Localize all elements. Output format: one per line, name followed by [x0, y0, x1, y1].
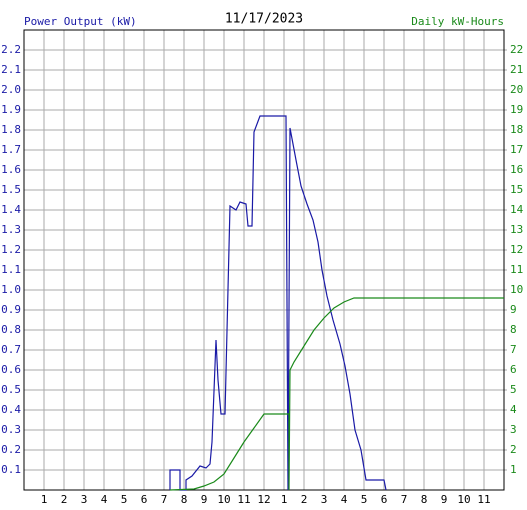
y-tick-label: 1.9	[1, 103, 21, 116]
x-tick-label: 4	[101, 493, 108, 506]
y2-tick-label: 4	[510, 403, 517, 416]
y-axis-label: Power Output (kW)	[24, 15, 137, 28]
x-tick-label: 1	[41, 493, 48, 506]
y2-tick-label: 3	[510, 423, 517, 436]
y2-tick-label: 14	[510, 203, 524, 216]
x-tick-label: 9	[201, 493, 208, 506]
y2-tick-label: 22	[510, 43, 523, 56]
x-tick-label: 6	[381, 493, 388, 506]
y2-tick-label: 9	[510, 303, 517, 316]
x-tick-label: 10	[457, 493, 470, 506]
y-tick-label: 0.8	[1, 323, 21, 336]
y2-tick-label: 6	[510, 363, 517, 376]
y2-tick-label: 5	[510, 383, 517, 396]
series-line	[169, 297, 504, 491]
x-tick-label: 8	[421, 493, 428, 506]
y-tick-label: 0.6	[1, 363, 21, 376]
x-tick-label: 12	[257, 493, 270, 506]
y-tick-label: 0.9	[1, 303, 21, 316]
y-tick-label: 1.6	[1, 163, 21, 176]
x-tick-label: 3	[81, 493, 88, 506]
y-tick-label: 1.5	[1, 183, 21, 196]
y-tick-label: 1.2	[1, 243, 21, 256]
chart-title: 11/17/2023	[225, 12, 303, 27]
y2-tick-label: 8	[510, 323, 517, 336]
y2-tick-label: 20	[510, 83, 523, 96]
y2-tick-label: 2	[510, 443, 517, 456]
y-tick-label: 2.2	[1, 43, 21, 56]
x-tick-label: 8	[181, 493, 188, 506]
x-tick-label: 3	[321, 493, 328, 506]
x-tick-label: 2	[61, 493, 68, 506]
y-tick-label: 1.8	[1, 123, 21, 136]
y2-tick-label: 7	[510, 343, 517, 356]
y-tick-label: 1.1	[1, 263, 21, 276]
y2-tick-label: 12	[510, 243, 523, 256]
y2-tick-label: 15	[510, 183, 523, 196]
y-tick-label: 0.2	[1, 443, 21, 456]
plot-border	[23, 29, 505, 491]
y2-tick-label: 11	[510, 263, 523, 276]
y-tick-label: 0.1	[1, 463, 21, 476]
y2-axis-label: Daily kW-Hours	[411, 15, 504, 28]
y-tick-label: 2.0	[1, 83, 21, 96]
y2-tick-label: 19	[510, 103, 523, 116]
y2-tick-label: 13	[510, 223, 523, 236]
x-tick-label: 11	[477, 493, 490, 506]
x-tick-label: 11	[237, 493, 250, 506]
x-tick-label: 2	[301, 493, 308, 506]
y-tick-label: 1.7	[1, 143, 21, 156]
y-tick-label: 1.3	[1, 223, 21, 236]
y-tick-label: 2.1	[1, 63, 21, 76]
x-tick-label: 4	[341, 493, 348, 506]
y-tick-label: 1.4	[1, 203, 21, 216]
x-tick-label: 7	[401, 493, 408, 506]
y2-tick-label: 10	[510, 283, 523, 296]
y2-tick-label: 1	[510, 463, 517, 476]
y2-tick-label: 16	[510, 163, 523, 176]
y-tick-label: 0.4	[1, 403, 21, 416]
y2-tick-label: 21	[510, 63, 523, 76]
y2-tick-label: 17	[510, 143, 523, 156]
y-tick-label: 0.7	[1, 343, 21, 356]
y-tick-label: 1.0	[1, 283, 21, 296]
y-tick-label: 0.3	[1, 423, 21, 436]
x-tick-label: 5	[361, 493, 368, 506]
y-tick-label: 0.5	[1, 383, 21, 396]
x-tick-label: 5	[121, 493, 128, 506]
series-line	[169, 115, 387, 491]
x-tick-label: 7	[161, 493, 168, 506]
x-tick-label: 1	[281, 493, 288, 506]
x-tick-label: 6	[141, 493, 148, 506]
x-tick-label: 9	[441, 493, 448, 506]
x-tick-label: 10	[217, 493, 230, 506]
y2-tick-label: 18	[510, 123, 523, 136]
